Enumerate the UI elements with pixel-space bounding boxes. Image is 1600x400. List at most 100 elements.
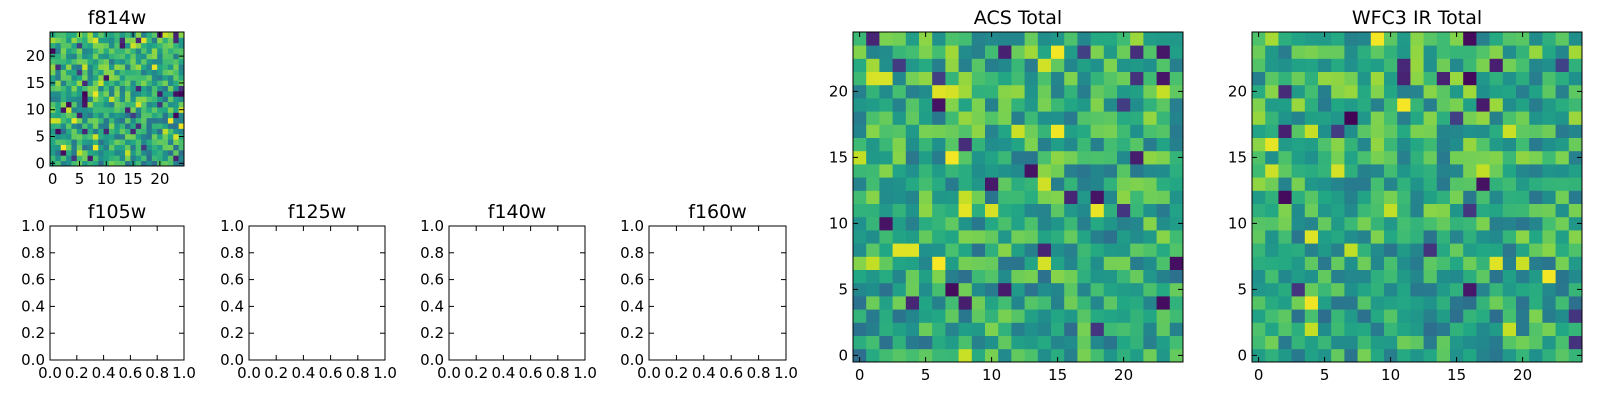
- heatmap-cell: [945, 58, 959, 72]
- heatmap-cell: [1265, 32, 1279, 46]
- heatmap-cell: [1450, 296, 1464, 310]
- heatmap-cell: [1568, 150, 1583, 165]
- heatmap-cell: [98, 53, 104, 60]
- heatmap-cell: [945, 177, 959, 191]
- heatmap-cell: [1476, 309, 1490, 323]
- heatmap-cell: [1542, 309, 1556, 323]
- heatmap-cell: [167, 37, 174, 44]
- heatmap-cell: [1463, 190, 1477, 204]
- heatmap-cell: [1436, 282, 1451, 297]
- heatmap-cell: [1103, 243, 1118, 257]
- heatmap-cell: [151, 133, 158, 140]
- heatmap-cell: [1450, 98, 1464, 112]
- heatmap-cell: [1169, 216, 1184, 231]
- heatmap-cell: [162, 42, 169, 49]
- heatmap-cell: [151, 96, 158, 103]
- heatmap-cell: [1103, 150, 1118, 165]
- heatmap-cell: [162, 117, 169, 124]
- heatmap-cell: [1476, 177, 1490, 191]
- heatmap-cell: [1051, 150, 1065, 165]
- heatmap-cell: [1024, 150, 1039, 165]
- heatmap-cell: [146, 69, 153, 76]
- heatmap-cell: [114, 160, 121, 167]
- heatmap-cell: [76, 107, 83, 113]
- heatmap-cell: [1304, 309, 1319, 323]
- heatmap-cell: [130, 48, 137, 54]
- heatmap-cell: [71, 74, 78, 81]
- heatmap-cell: [1423, 150, 1438, 165]
- heatmap-cell: [998, 111, 1012, 125]
- heatmap-cell: [905, 309, 920, 323]
- heatmap-cell: [1489, 137, 1504, 152]
- heatmap-cell: [1344, 84, 1358, 99]
- heatmap-cell: [98, 74, 104, 81]
- heatmap-cell: [1331, 230, 1345, 244]
- heatmap-cell: [892, 230, 907, 244]
- heatmap-cell: [905, 322, 920, 336]
- heatmap-cell: [919, 243, 933, 257]
- heatmap-cell: [141, 85, 147, 92]
- heatmap-cell: [1090, 322, 1105, 336]
- heatmap-cell: [1516, 177, 1530, 191]
- heatmap-cell: [1489, 335, 1504, 350]
- heatmap-cell: [1024, 203, 1039, 218]
- heatmap-cell: [879, 335, 893, 350]
- heatmap-cell: [1103, 32, 1118, 46]
- heatmap-cell: [1344, 58, 1358, 72]
- heatmap-cell: [1117, 296, 1131, 310]
- heatmap-cell: [853, 98, 867, 112]
- heatmap-cell: [103, 42, 110, 49]
- heatmap-cell: [985, 111, 999, 125]
- heatmap-cell: [1291, 45, 1306, 59]
- heatmap-cell: [1304, 269, 1319, 284]
- heatmap-cell: [1542, 216, 1556, 231]
- heatmap-cell: [1051, 216, 1065, 231]
- heatmap-cell: [1304, 190, 1319, 204]
- heatmap-cell: [853, 45, 867, 59]
- heatmap-cell: [50, 112, 56, 119]
- y-tick-label: 0.2: [620, 324, 644, 342]
- heatmap-cell: [1397, 111, 1411, 125]
- heatmap-cell: [108, 32, 115, 38]
- heatmap-cell: [866, 111, 880, 125]
- heatmap-cell: [1265, 98, 1279, 112]
- heatmap-cell: [1397, 98, 1411, 112]
- heatmap-cell: [76, 117, 83, 124]
- heatmap-cell: [1516, 137, 1530, 152]
- heatmap-cell: [119, 117, 126, 124]
- heatmap-cell: [1265, 164, 1279, 178]
- heatmap-cell: [125, 123, 131, 129]
- heatmap-cell: [1037, 243, 1052, 257]
- heatmap-cell: [932, 348, 946, 363]
- heatmap-cell: [866, 243, 880, 257]
- heatmap-cell: [1156, 269, 1171, 284]
- heatmap-cell: [958, 230, 973, 244]
- heatmap-cell: [879, 203, 893, 218]
- heatmap-cell: [130, 69, 137, 76]
- heatmap-cell: [1156, 203, 1171, 218]
- heatmap-cell: [1384, 177, 1398, 191]
- heatmap-cell: [1489, 322, 1504, 336]
- heatmap-cell: [1568, 124, 1583, 138]
- heatmap-cell: [1542, 177, 1556, 191]
- heatmap-cell: [1357, 296, 1372, 310]
- heatmap-cell: [178, 64, 185, 70]
- heatmap-cell: [971, 124, 986, 138]
- heatmap-cell: [92, 139, 99, 145]
- heatmap-cell: [1037, 269, 1052, 284]
- y-tick-label: 0.6: [420, 271, 444, 289]
- heatmap-cell: [1011, 124, 1025, 138]
- heatmap-cell: [1357, 269, 1372, 284]
- heatmap-cell: [985, 98, 999, 112]
- heatmap-cell: [1489, 230, 1504, 244]
- heatmap-cell: [879, 164, 893, 178]
- heatmap-cell: [1130, 216, 1144, 231]
- heatmap-cell: [1516, 190, 1530, 204]
- heatmap-cell: [87, 74, 94, 81]
- heatmap-cell: [1143, 335, 1157, 350]
- heatmap-cell: [1502, 58, 1517, 72]
- heatmap-cell: [125, 64, 131, 70]
- heatmap-cell: [1502, 269, 1517, 284]
- heatmap-cell: [135, 74, 142, 81]
- heatmap-cell: [82, 155, 88, 162]
